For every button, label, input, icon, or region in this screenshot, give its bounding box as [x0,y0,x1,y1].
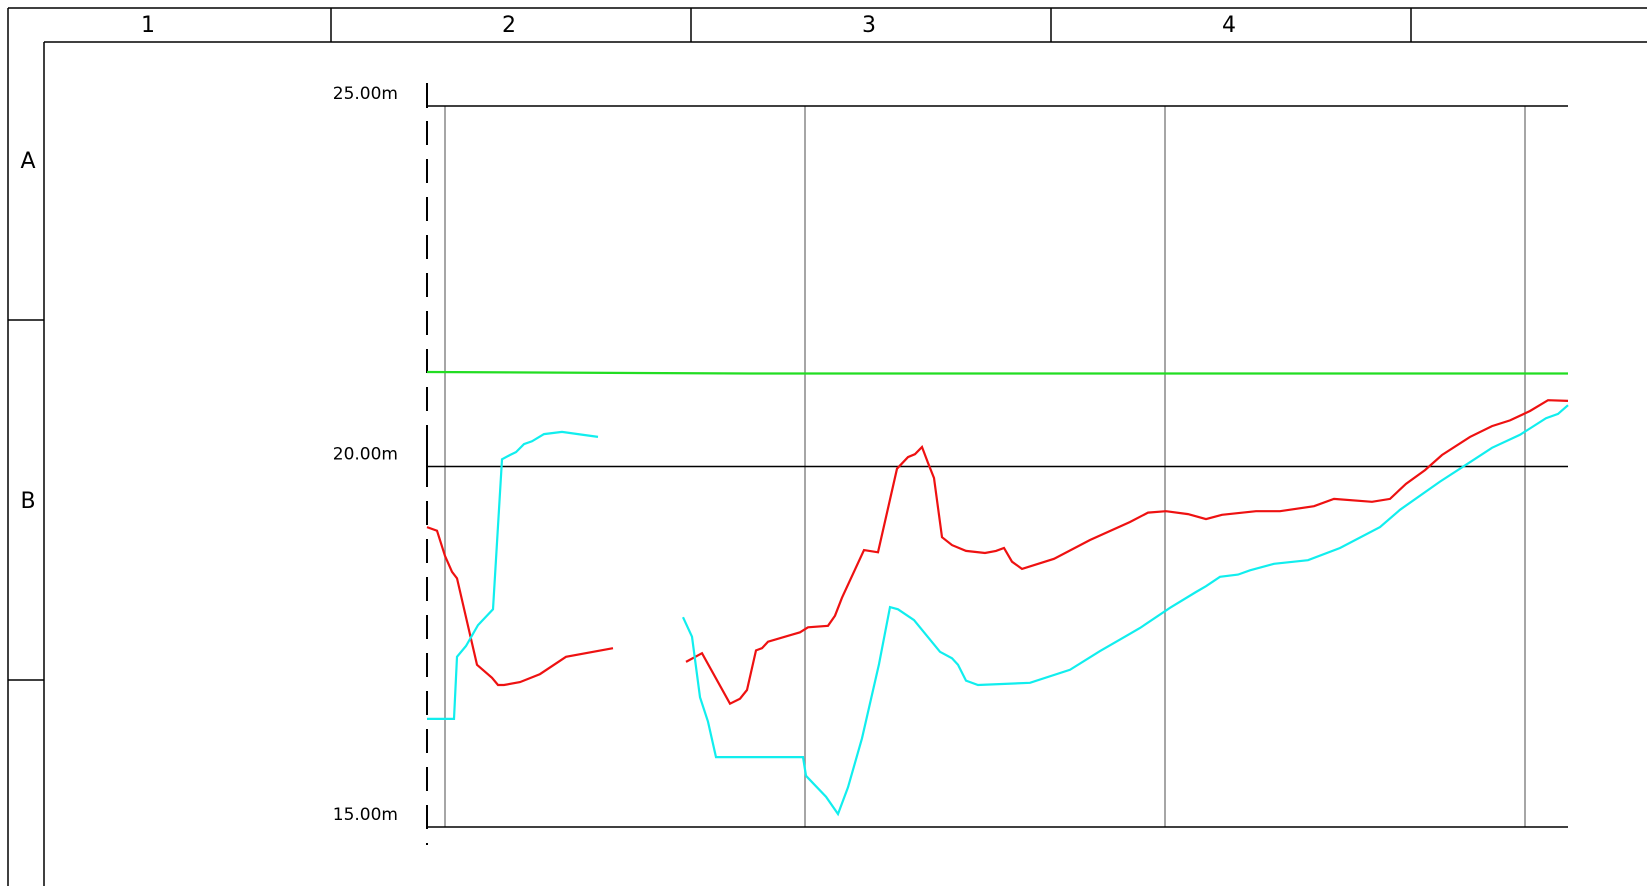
y-tick-label: 25.00m [333,84,398,104]
column-label: 1 [141,13,155,38]
row-label: B [20,489,35,514]
column-label: 4 [1222,13,1236,38]
column-label: 2 [502,13,516,38]
y-tick-label: 15.00m [333,805,398,825]
column-label: 3 [862,13,876,38]
row-label: A [20,149,35,174]
data-line [426,399,1569,706]
data-line [426,370,1568,375]
frame [7,7,1647,886]
y-tick-label: 20.00m [333,445,398,465]
data-line [427,404,1569,817]
